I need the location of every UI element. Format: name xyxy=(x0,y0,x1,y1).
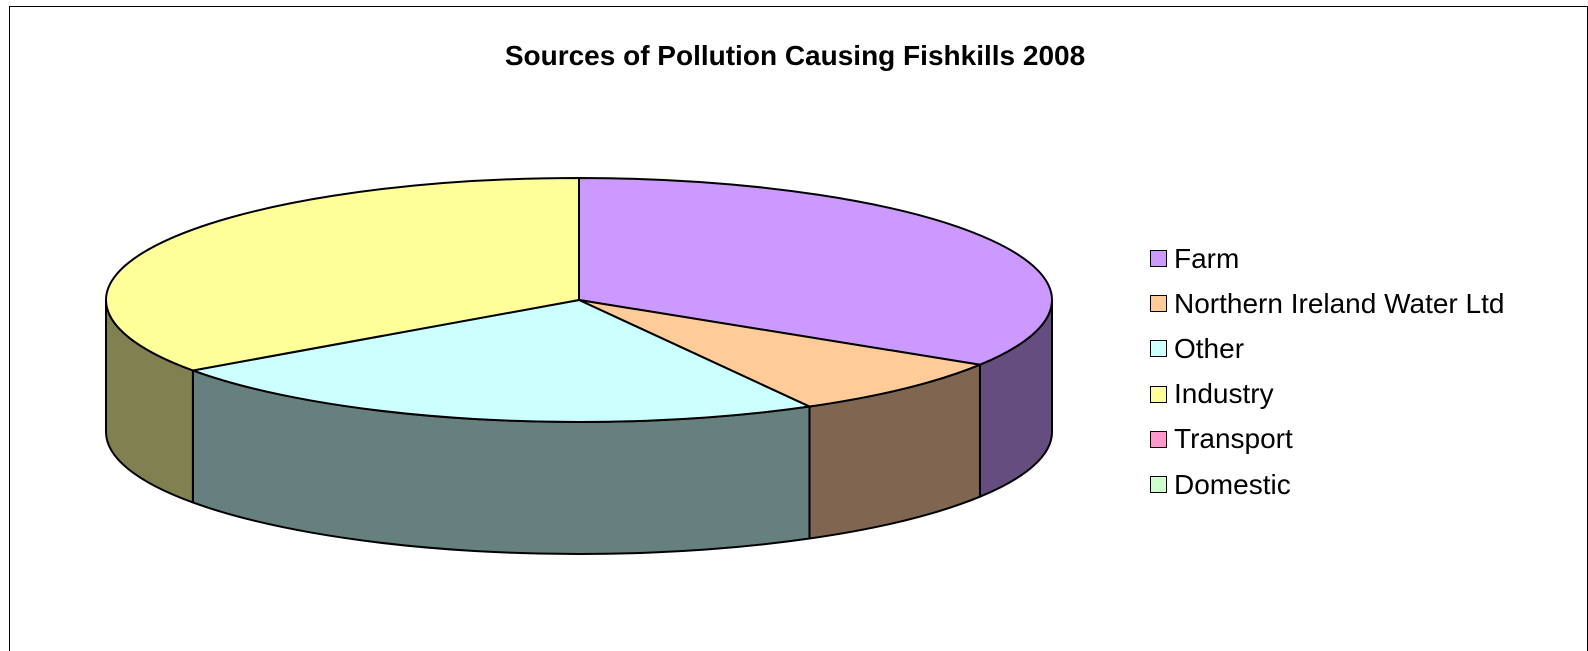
legend-label-domestic: Domestic xyxy=(1174,468,1291,500)
legend-swatch-farm xyxy=(1150,250,1167,268)
legend-item-domestic: Domestic xyxy=(1150,462,1504,507)
legend: Farm Northern Ireland Water Ltd Other In… xyxy=(1150,236,1504,507)
legend-label-farm: Farm xyxy=(1174,242,1240,274)
pie-slice-other xyxy=(191,299,811,423)
pie-slice-farm xyxy=(578,177,1053,366)
legend-label-transport: Transport xyxy=(1174,423,1293,455)
legend-swatch-domestic xyxy=(1150,476,1167,494)
legend-label-other: Other xyxy=(1174,332,1245,364)
legend-item-northern-ireland-water: Northern Ireland Water Ltd xyxy=(1150,281,1504,326)
legend-swatch-northern-ireland-water xyxy=(1150,295,1167,313)
legend-label-northern-ireland-water: Northern Ireland Water Ltd xyxy=(1174,287,1505,319)
legend-swatch-other xyxy=(1150,340,1167,358)
legend-label-industry: Industry xyxy=(1174,378,1274,410)
legend-item-farm: Farm xyxy=(1150,236,1504,281)
legend-item-transport: Transport xyxy=(1150,417,1504,462)
chart-title: Sources of Pollution Causing Fishkills 2… xyxy=(504,40,1086,71)
legend-item-other: Other xyxy=(1150,326,1504,371)
pie-slice-industry xyxy=(105,177,580,372)
legend-swatch-industry xyxy=(1150,385,1167,403)
legend-item-industry: Industry xyxy=(1150,372,1504,417)
pie-slice-northern-ireland-water-ltd xyxy=(578,299,981,408)
legend-swatch-transport xyxy=(1150,430,1167,448)
